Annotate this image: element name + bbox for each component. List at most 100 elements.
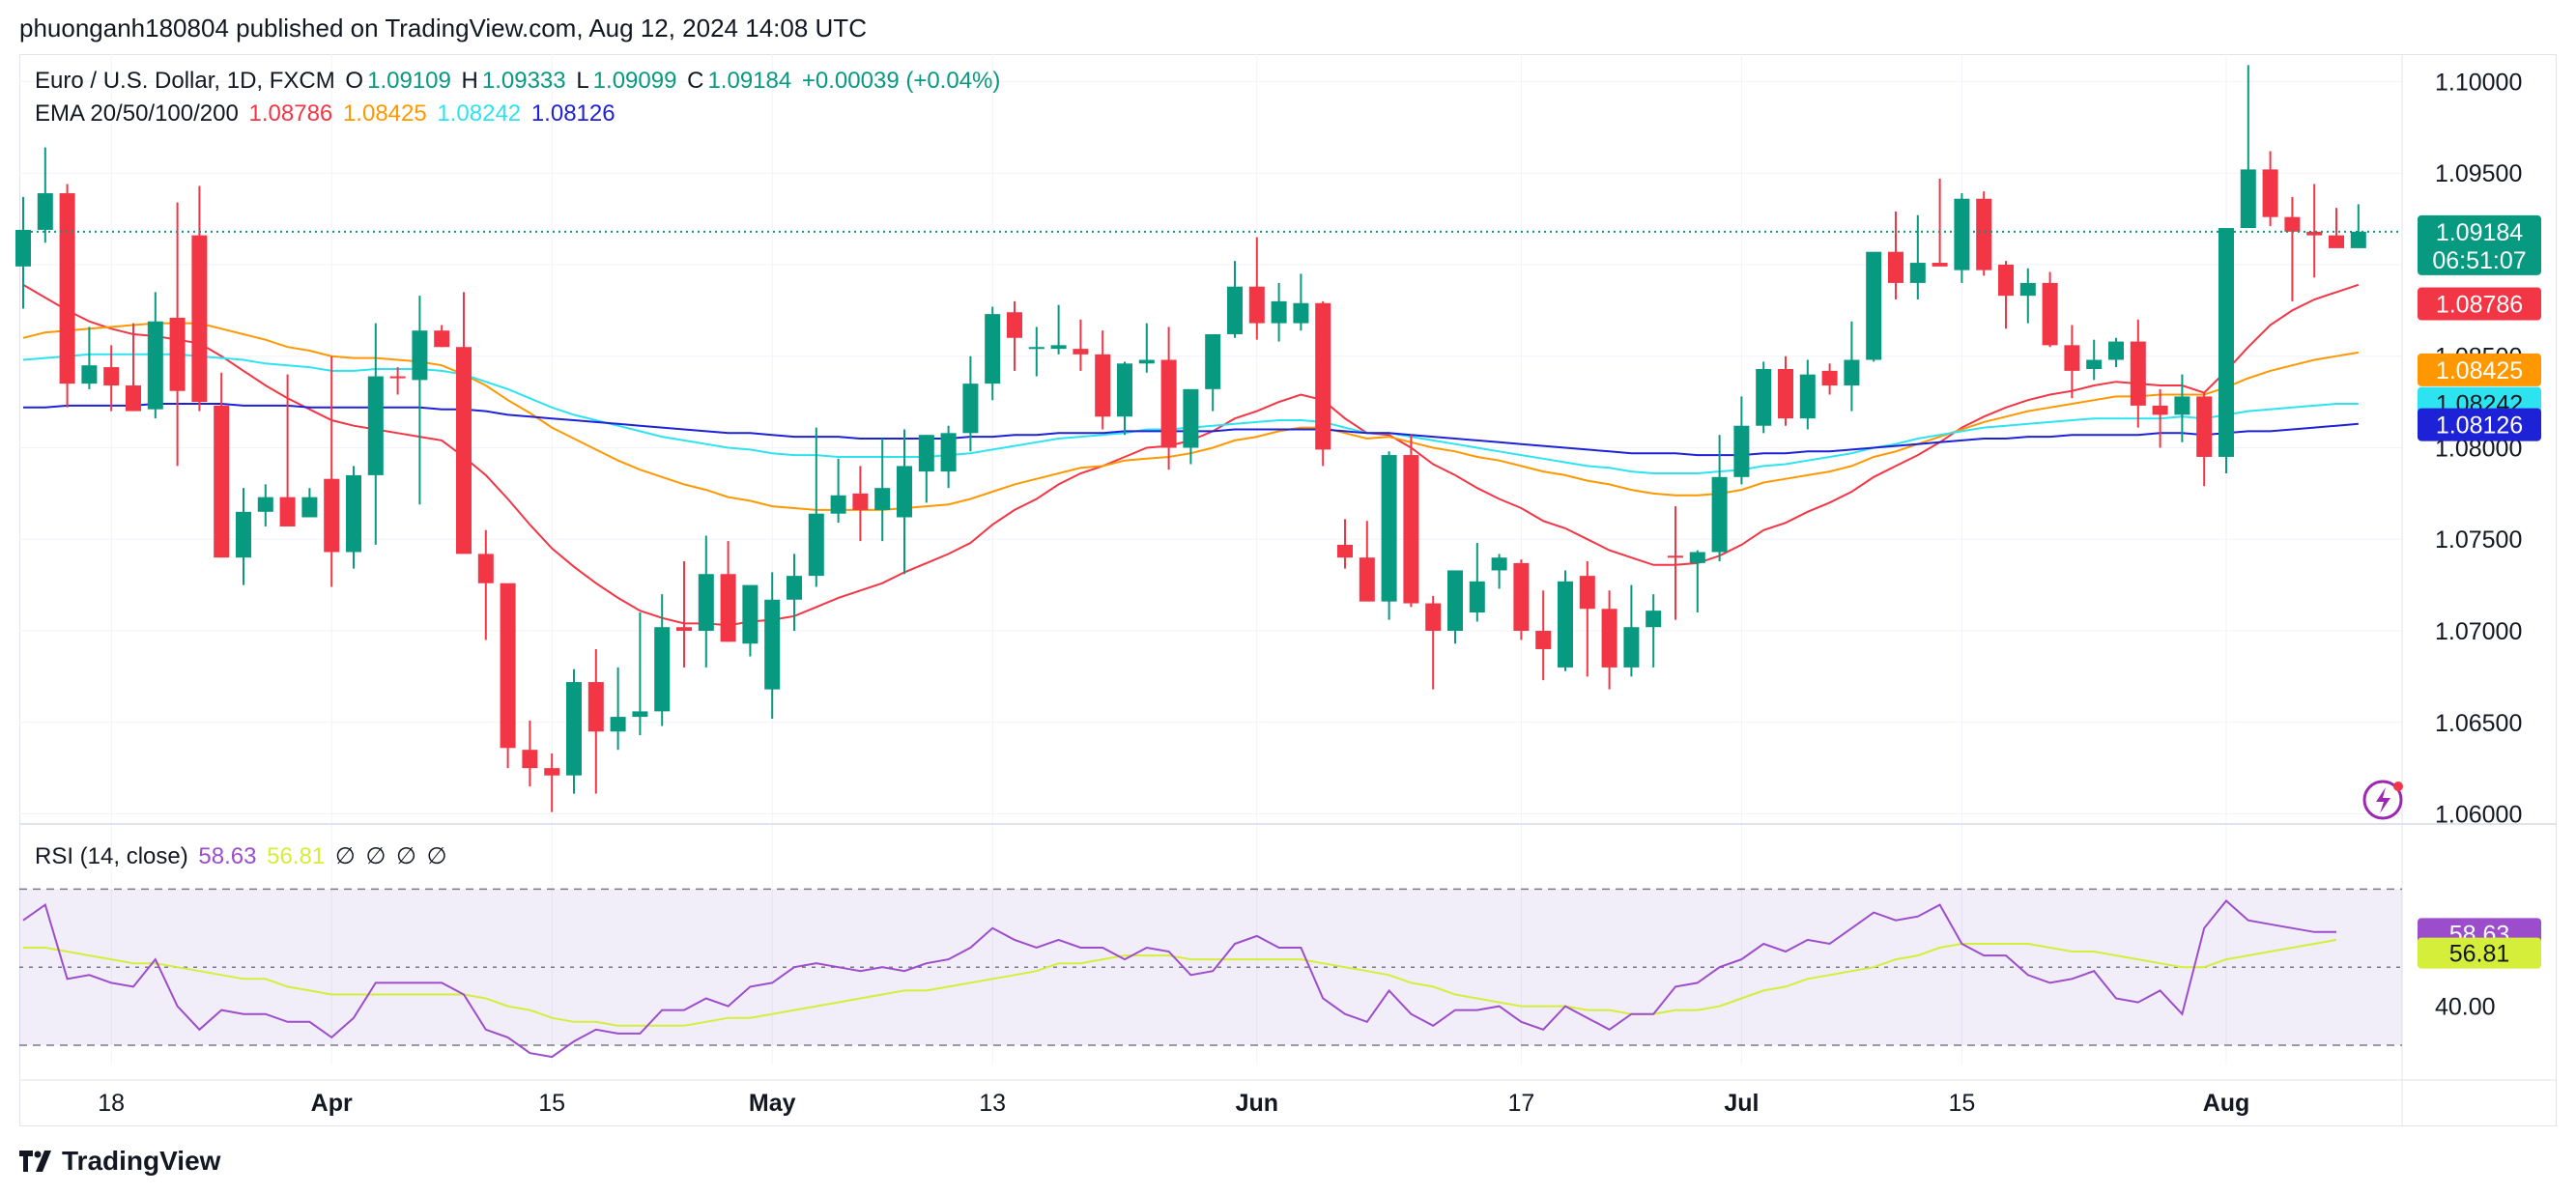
- candle-body: [610, 717, 626, 732]
- ema200-value: 1.08126: [530, 100, 615, 127]
- candle-body: [1073, 349, 1089, 355]
- candle-body: [1403, 455, 1419, 604]
- low-label: L: [576, 68, 589, 94]
- high-label: H: [461, 68, 478, 94]
- candle-body: [15, 229, 31, 267]
- candle-body: [1227, 286, 1243, 334]
- ema-label[interactable]: EMA 20/50/100/200: [35, 100, 239, 127]
- symbol-label[interactable]: Euro / U.S. Dollar, 1D, FXCM: [35, 68, 335, 94]
- ema-20-tag-bg: [2418, 287, 2541, 321]
- candle-body: [1491, 557, 1507, 571]
- rsi-extra-1: ∅: [334, 843, 356, 869]
- rsi-value: 58.63: [198, 843, 257, 869]
- candle-body: [1756, 368, 1772, 426]
- candle-body: [126, 385, 141, 412]
- open-value: 1.09109: [367, 68, 451, 94]
- candle-body: [2108, 341, 2124, 360]
- candle-body: [279, 497, 296, 526]
- candle-body: [1821, 370, 1838, 386]
- candle-body: [2350, 231, 2366, 248]
- rsi-extra-4: ∅: [426, 843, 447, 869]
- candle-body: [147, 321, 163, 410]
- candle-body: [1799, 374, 1816, 419]
- rsi-ma-line: [23, 938, 2337, 1027]
- candle-body: [389, 376, 406, 379]
- candle-body: [2306, 231, 2323, 236]
- price-axis-label: 1.07000: [2435, 618, 2522, 645]
- candle-body: [456, 347, 472, 554]
- low-value: 1.09099: [592, 68, 677, 94]
- candle-body: [37, 193, 53, 230]
- candle-body: [214, 405, 230, 558]
- candle-body: [632, 711, 648, 718]
- time-axis-label: 15: [1948, 1090, 1975, 1117]
- candle-body: [257, 497, 273, 512]
- high-value: 1.09333: [481, 68, 566, 94]
- candle-body: [897, 466, 912, 518]
- candle-body: [477, 554, 494, 583]
- candle-body: [191, 235, 208, 403]
- candle-body: [1976, 198, 1992, 270]
- rsi-ma-value: 56.81: [267, 843, 326, 869]
- candle-body: [1160, 359, 1177, 448]
- candle-body: [1932, 263, 1948, 267]
- candle-body: [1271, 300, 1287, 324]
- candle-body: [412, 330, 428, 381]
- candle-body: [1888, 251, 1903, 283]
- price-axis-label: 1.10000: [2435, 69, 2522, 96]
- candle-body: [1579, 576, 1595, 610]
- chart-frame: [19, 54, 2557, 1126]
- ema-20-tag-text: 1.08786: [2436, 292, 2523, 319]
- candle-body: [1293, 302, 1309, 324]
- ema-200-tag-text: 1.08126: [2436, 412, 2523, 440]
- candle-body: [566, 682, 582, 776]
- last-price-tag-bg: [2418, 214, 2541, 275]
- time-axis-label: Apr: [311, 1090, 353, 1117]
- candle-body: [962, 384, 979, 434]
- ema-legend: EMA 20/50/100/200 1.08786 1.08425 1.0824…: [35, 100, 619, 128]
- candle-body: [1668, 555, 1683, 558]
- tradingview-logo[interactable]: TradingView: [19, 1146, 220, 1177]
- rsi-ma-tag-bg: [2418, 937, 2541, 969]
- candle-body: [1601, 609, 1617, 668]
- rsi-label[interactable]: RSI (14, close): [35, 843, 188, 869]
- candle-body: [2284, 216, 2301, 232]
- candle-body: [1138, 359, 1155, 364]
- candle-body: [587, 682, 604, 732]
- time-axis-label: 15: [538, 1090, 565, 1117]
- candle-body: [2262, 169, 2278, 217]
- candle-body: [1778, 368, 1793, 419]
- candle-body: [1007, 312, 1022, 338]
- candle-body: [2196, 396, 2213, 457]
- candle-body: [1733, 425, 1750, 477]
- lightning-icon-ring: [2362, 780, 2403, 820]
- candle-body: [874, 488, 891, 510]
- candle-body: [2019, 282, 2036, 297]
- candle-body: [1623, 627, 1640, 668]
- candle-body: [1558, 581, 1573, 668]
- candle-body: [1998, 264, 2014, 297]
- candle-body: [1315, 302, 1331, 450]
- candle-body: [81, 365, 98, 384]
- time-axis-label: Jun: [1236, 1090, 1278, 1117]
- last-price-countdown-text: 06:51:07: [2432, 247, 2526, 274]
- candle-body: [1248, 286, 1265, 324]
- candle-body: [2240, 169, 2256, 229]
- close-value: 1.09184: [707, 68, 792, 94]
- candle-body: [522, 750, 538, 769]
- candle-body: [1469, 581, 1485, 613]
- ema-50-tag-bg: [2418, 353, 2541, 386]
- ema100-value: 1.08242: [437, 100, 522, 127]
- time-axis-label: 13: [979, 1090, 1006, 1117]
- candle-body: [2042, 282, 2058, 346]
- price-axis-label: 1.07500: [2435, 526, 2522, 554]
- candle-body: [1689, 552, 1705, 563]
- candle-body: [544, 768, 560, 776]
- candle-body: [2064, 345, 2080, 371]
- lightning-icon[interactable]: [2362, 780, 2403, 820]
- rsi-ma-tag-text: 56.81: [2449, 941, 2510, 968]
- candle-body: [1183, 388, 1199, 448]
- time-axis-label: May: [749, 1090, 796, 1117]
- candle-body: [1359, 557, 1375, 602]
